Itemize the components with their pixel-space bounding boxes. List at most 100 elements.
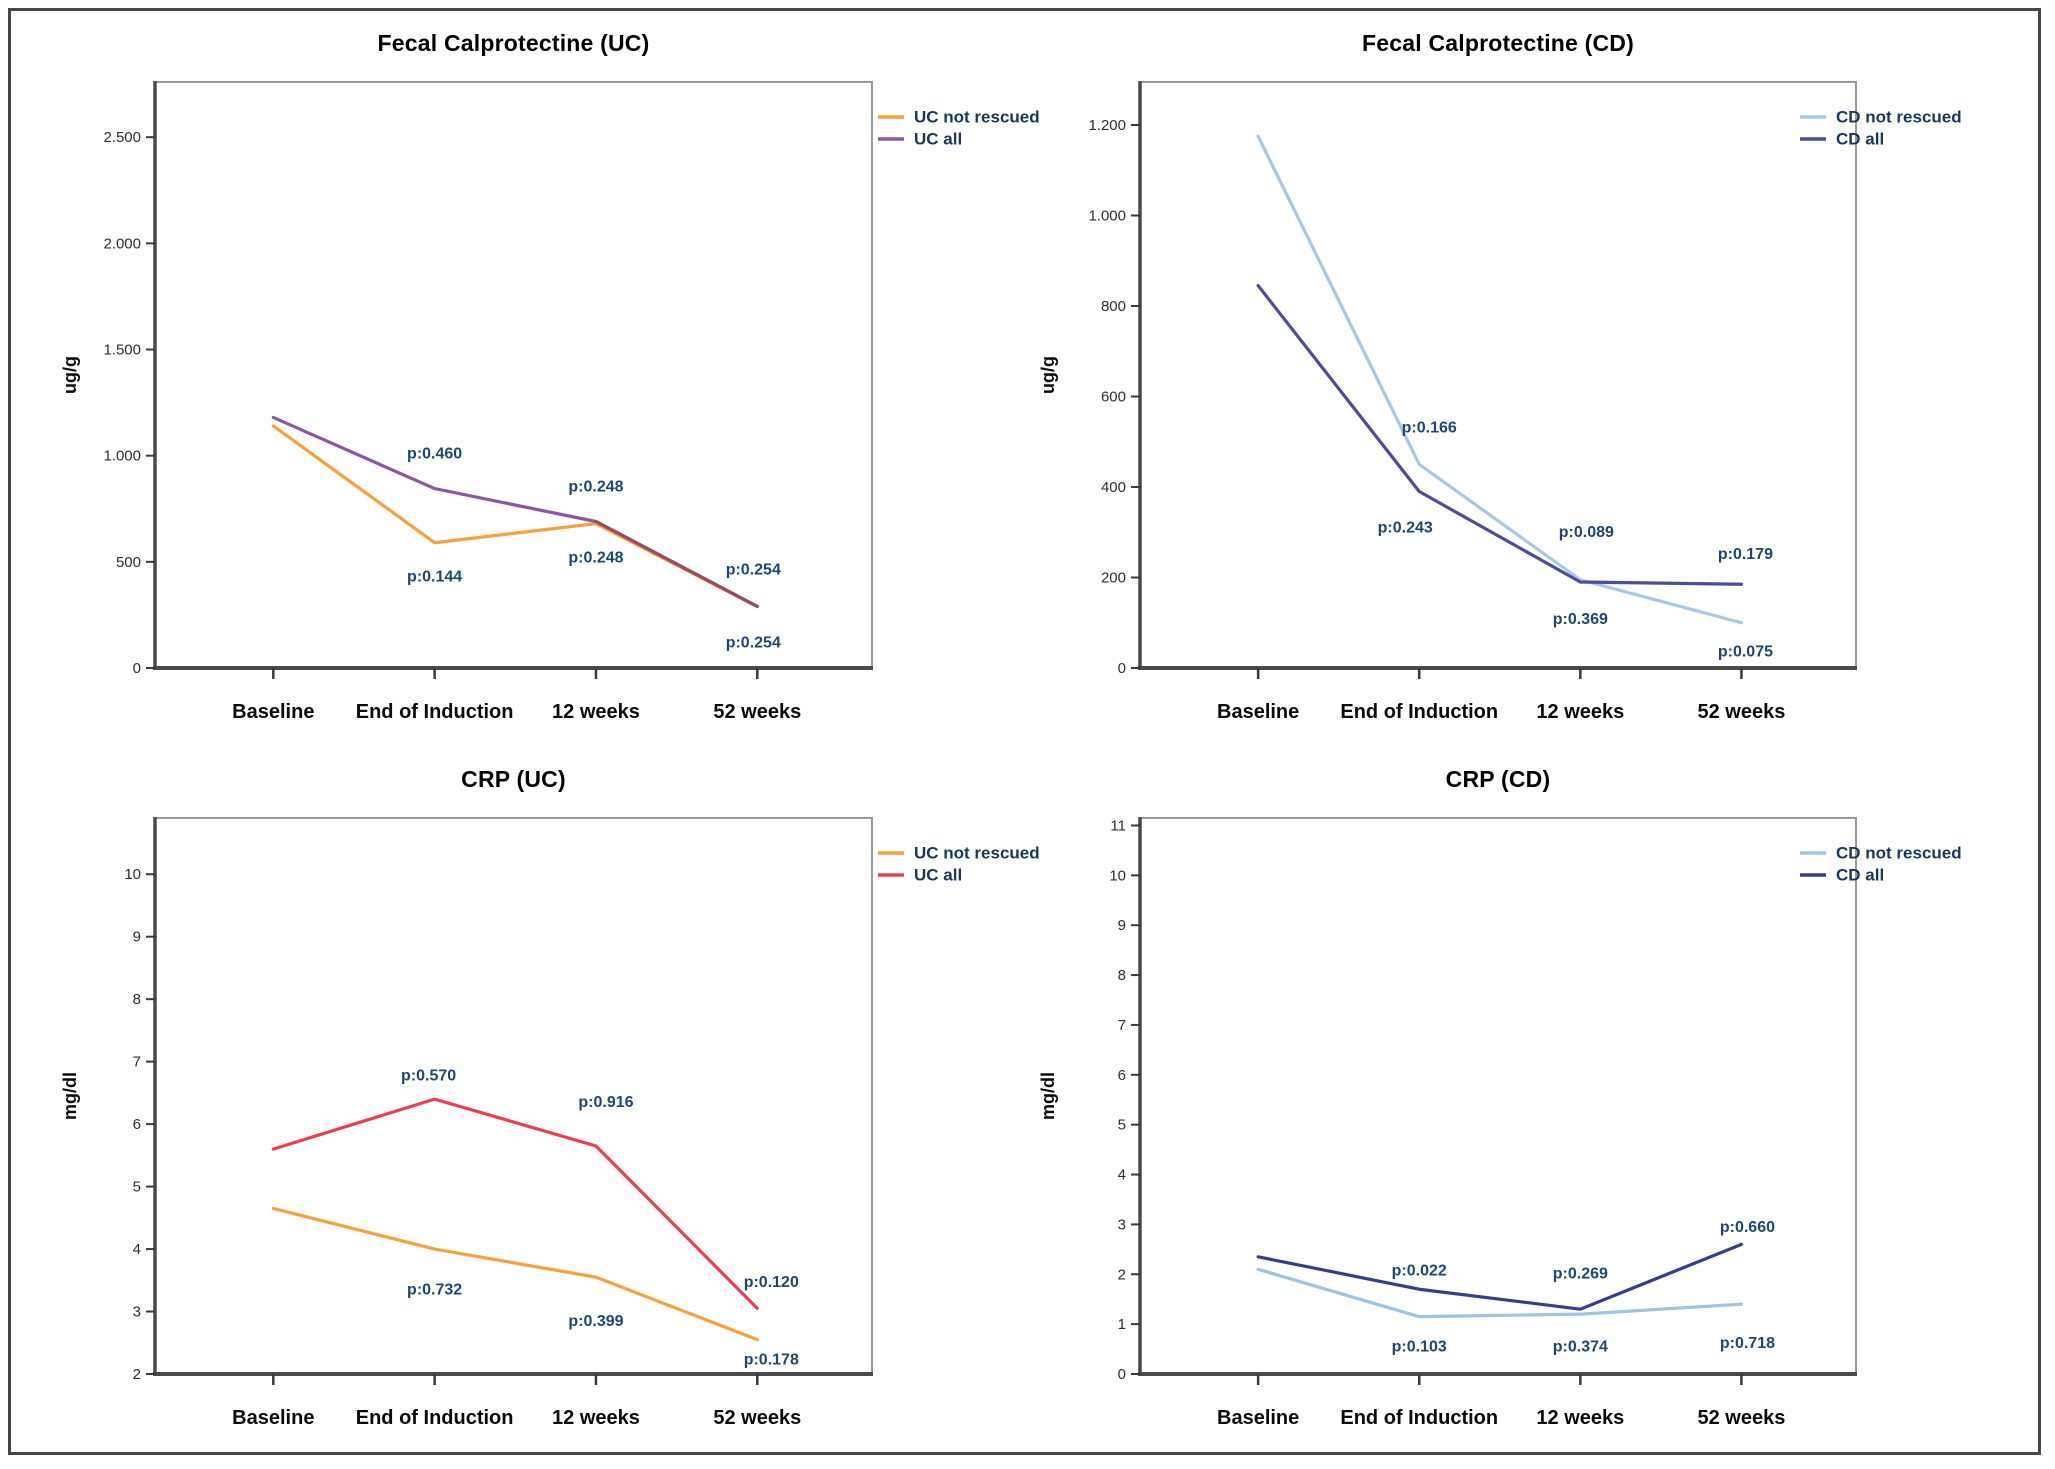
y-tick-label: 6 (133, 1116, 141, 1133)
y-tick-label: 1.200 (1088, 117, 1126, 134)
x-category-label: Baseline (232, 701, 314, 723)
legend-label: UC all (914, 866, 962, 885)
x-axis: Baseline End of Induction 12 weeks 52 weeks (1217, 668, 1785, 723)
y-tick-label: 6 (1118, 1067, 1126, 1084)
legend: UC not rescued UC all (878, 108, 1040, 149)
series-line-cd-not-rescued (1256, 134, 1744, 625)
y-tick-label: 2 (133, 1366, 141, 1383)
chart-title-fecal-calprotectine-cd: Fecal Calprotectine (CD) (1362, 30, 1634, 56)
p-value-annotation: p:0.178 (744, 1352, 799, 1369)
x-category-label: 12 weeks (552, 1407, 640, 1429)
p-value-annotation: p:0.460 (407, 446, 462, 463)
legend-label: UC not rescued (914, 108, 1040, 127)
chart-title-crp-cd: CRP (CD) (1445, 766, 1551, 792)
y-tick-label: 3 (1118, 1216, 1126, 1233)
x-category-label: End of Induction (356, 701, 514, 723)
y-tick-label: 1.500 (103, 342, 141, 359)
y-tick-label: 7 (133, 1054, 141, 1071)
y-tick-label: 8 (133, 991, 141, 1008)
x-category-label: Baseline (1217, 701, 1299, 723)
y-tick-label: 600 (1101, 388, 1126, 405)
x-axis: Baseline End of Induction 12 weeks 52 weeks (1217, 1374, 1785, 1429)
legend-label: CD not rescued (1836, 844, 1962, 863)
x-category-label: 12 weeks (552, 701, 640, 723)
chart-fecal-calprotectine-uc: Fecal Calprotectine (UC) 0 500 1.000 1.500 2… (20, 14, 1060, 754)
y-tick-label: 500 (116, 554, 141, 571)
p-value-annotation: p:0.243 (1378, 520, 1433, 537)
y-tick-label: 10 (1109, 867, 1126, 884)
y-tick-label: 10 (124, 866, 141, 883)
y-tick-label: 200 (1101, 569, 1126, 586)
x-category-label: 52 weeks (1698, 1407, 1786, 1429)
p-value-annotation: p:0.916 (578, 1094, 633, 1111)
x-category-label: 52 weeks (713, 701, 801, 723)
y-tick-label: 0 (1118, 1366, 1126, 1383)
p-value-annotation: p:0.254 (726, 561, 781, 578)
p-value-annotation: p:0.369 (1553, 611, 1608, 628)
chart-plot-fecal-calprotectine-cd: 0 200 400 600 800 1.000 1.200 Baseline End of In… (1038, 81, 1962, 723)
y-axis-title: mg/dl (1038, 1072, 1058, 1120)
legend-label: UC not rescued (914, 844, 1040, 863)
chart-plot-fecal-calprotectine-uc: 0 500 1.000 1.500 2.000 2.500 Baseline End of I… (60, 81, 1040, 723)
legend-label: UC all (914, 130, 962, 149)
y-tick-label: 2 (1118, 1266, 1126, 1283)
x-category-label: Baseline (1217, 1407, 1299, 1429)
series-line-cd-all (1256, 284, 1744, 586)
y-tick-label: 7 (1118, 1017, 1126, 1034)
plot-frame (1139, 81, 1857, 669)
series-line-uc-not-rescued (271, 1206, 759, 1342)
p-value-annotation: p:0.374 (1553, 1339, 1608, 1356)
p-value-annotation: p:0.022 (1392, 1262, 1447, 1279)
p-value-annotation: p:0.399 (568, 1313, 623, 1330)
y-tick-label: 5 (1118, 1117, 1126, 1134)
y-axis: 0 500 1.000 1.500 2.000 2.500 (103, 129, 156, 677)
p-value-annotation: p:0.120 (744, 1274, 799, 1291)
x-category-label: 52 weeks (1698, 701, 1786, 723)
y-axis-title: ug/g (1038, 356, 1058, 394)
x-category-label: Baseline (232, 1407, 314, 1429)
p-value-annotation: p:0.660 (1720, 1219, 1775, 1236)
p-value-annotation: p:0.166 (1402, 419, 1457, 436)
y-tick-label: 9 (133, 929, 141, 946)
y-tick-label: 800 (1101, 298, 1126, 315)
chart-fecal-calprotectine-cd: Fecal Calprotectine (CD) 0 200 400 600 800 1.… (1028, 14, 2055, 754)
x-category-label: End of Induction (356, 1407, 514, 1429)
p-value-annotation: p:0.179 (1718, 546, 1773, 563)
y-tick-label: 3 (133, 1304, 141, 1321)
x-axis: Baseline End of Induction 12 weeks 52 weeks (232, 1374, 801, 1429)
y-axis-title: mg/dl (60, 1072, 80, 1120)
overlapping-lines-segment (594, 519, 759, 609)
x-category-label: End of Induction (1340, 1407, 1498, 1429)
chart-crp-cd: CRP (CD) 0 1 2 3 4 5 6 7 8 9 10 11 Baseline End of In… (1028, 756, 2055, 1462)
p-value-annotation: p:0.089 (1559, 524, 1614, 541)
series-line-uc-all (271, 1097, 759, 1311)
chart-title-crp-uc: CRP (UC) (461, 766, 566, 792)
x-category-label: 52 weeks (713, 1407, 801, 1429)
y-tick-label: 4 (1118, 1167, 1126, 1184)
legend: CD not rescued CD all (1800, 844, 1962, 885)
y-tick-label: 4 (133, 1241, 141, 1258)
y-tick-label: 9 (1118, 917, 1126, 934)
y-axis-title: ug/g (60, 356, 80, 394)
chart-crp-uc: CRP (UC) 2 3 4 5 6 7 8 9 10 Baseline End of Induct… (20, 756, 1060, 1462)
legend-label: CD all (1836, 866, 1884, 885)
series-line-cd-not-rescued (1256, 1267, 1744, 1319)
y-tick-label: 400 (1101, 479, 1126, 496)
y-tick-label: 0 (133, 660, 141, 677)
p-value-annotation: p:0.718 (1720, 1335, 1775, 1352)
chart-plot-crp-cd: 0 1 2 3 4 5 6 7 8 9 10 11 Baseline End of Induction 12… (1038, 817, 1962, 1429)
y-tick-label: 2.500 (103, 129, 141, 146)
y-tick-label: 1.000 (1088, 207, 1126, 224)
chart-title-fecal-calprotectine-uc: Fecal Calprotectine (UC) (377, 30, 650, 56)
plot-frame (154, 81, 873, 669)
x-category-label: 12 weeks (1536, 701, 1624, 723)
p-value-annotation: p:0.269 (1553, 1265, 1608, 1282)
x-category-label: End of Induction (1340, 701, 1498, 723)
y-axis: 0 1 2 3 4 5 6 7 8 9 10 11 (1109, 817, 1141, 1383)
y-tick-label: 8 (1118, 967, 1126, 984)
plot-frame (1139, 817, 1857, 1375)
y-axis: 2 3 4 5 6 7 8 9 10 (124, 866, 156, 1383)
legend-label: CD not rescued (1836, 108, 1962, 127)
legend-label: CD all (1836, 130, 1884, 149)
p-value-annotation: p:0.254 (726, 635, 781, 652)
